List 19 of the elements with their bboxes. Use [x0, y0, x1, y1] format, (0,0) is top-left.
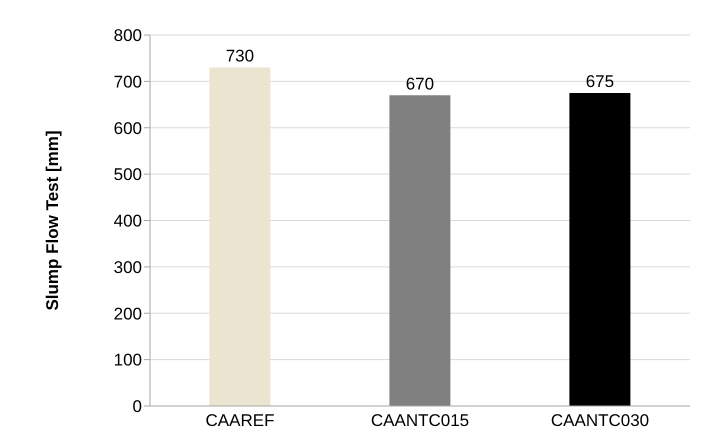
y-tick-label: 700: [114, 72, 142, 92]
x-tick-label: CAAREF: [206, 411, 274, 430]
y-tick-label: 100: [114, 350, 142, 370]
bar: [389, 95, 450, 406]
bar: [209, 67, 270, 406]
y-axis-title: Slump Flow Test [mm]: [43, 130, 62, 311]
data-label: 675: [586, 72, 614, 91]
x-tick-label: CAANTC030: [550, 411, 650, 430]
data-label: 670: [406, 74, 434, 94]
y-tick-label: 500: [114, 165, 142, 184]
data-label: 730: [226, 46, 254, 66]
x-tick-label: CAANTC015: [370, 411, 470, 430]
y-tick-label: 400: [114, 212, 142, 231]
y-tick-label: 600: [114, 118, 142, 138]
y-tick-label: 300: [114, 258, 142, 277]
y-tick-label: 200: [114, 304, 142, 324]
y-tick-label: 0: [132, 397, 142, 416]
y-tick-label: 800: [114, 26, 142, 46]
bar: [569, 92, 630, 406]
